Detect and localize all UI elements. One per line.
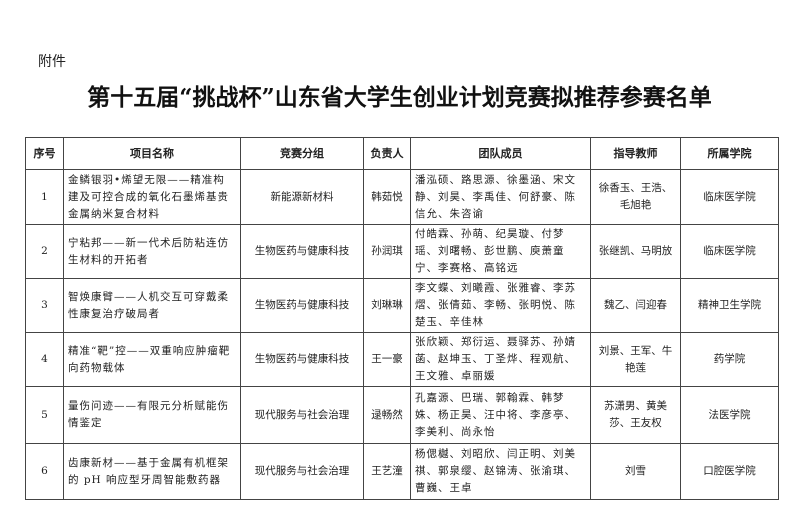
competition-group: 生物医药与健康科技: [240, 278, 364, 333]
competition-group: 新能源新材料: [240, 169, 364, 225]
college: 临床医学院: [680, 224, 779, 279]
header-advisors: 指导教师: [590, 137, 681, 170]
table-header-row: 序号 项目名称 竞赛分组 负责人 团队成员 指导教师 所属学院: [25, 137, 779, 170]
college: 药学院: [680, 332, 779, 387]
team-members: 潘泓硕、路思源、徐墨涵、宋文静、刘昊、李禹佳、何舒豪、陈信允、朱咨谕: [410, 169, 591, 225]
table-row: 1 金鳞银羽•烯望无限——精准构建及可控合成的氧化石墨烯基贵金属纳米复合材料 新能源…: [25, 169, 779, 225]
competition-group: 生物医药与健康科技: [240, 224, 364, 279]
advisors: 徐香玉、王浩、毛旭艳: [590, 169, 681, 225]
project-name: 精准“靶”控——双重响应肿瘤靶向药物载体: [63, 332, 241, 387]
header-no: 序号: [25, 137, 64, 170]
team-members: 张欣颖、郑衍运、聂驿苏、孙婧菡、赵坤玉、丁圣烨、程观航、王文雅、卓丽媛: [410, 332, 591, 387]
advisors: 魏乙、闫迎春: [590, 278, 681, 333]
team-members: 付皓霖、孙萌、纪昊璇、付梦瑶、刘曙畅、彭世鹏、庾萧童宁、李赛格、高铭远: [410, 224, 591, 279]
table-row: 3 智焕康臂——人机交互可穿戴柔性康复治疗破局者 生物医药与健康科技 刘琳琳 李文蝶、刘…: [25, 278, 779, 333]
page-title: 第十五届“挑战杯”山东省大学生创业计划竞赛拟推荐参赛名单: [87, 84, 712, 111]
row-number: 6: [25, 443, 64, 500]
leader-name: 逯畅然: [363, 386, 411, 444]
team-members: 杨偲樾、刘昭欣、闫正明、刘美祺、郭泉缨、赵锦涛、张渝琪、曹巍、王卓: [410, 443, 591, 500]
competition-group: 现代服务与社会治理: [240, 386, 364, 444]
advisors: 苏潇男、黄美莎、王友权: [590, 386, 681, 444]
leader-name: 韩茹悦: [363, 169, 411, 225]
project-name: 量伤问迹——有限元分析赋能伤情鉴定: [63, 386, 241, 444]
row-number: 5: [25, 386, 64, 444]
recommendation-table: 序号 项目名称 竞赛分组 负责人 团队成员 指导教师 所属学院 1 金鳞银羽•烯望…: [25, 137, 779, 500]
team-members: 李文蝶、刘曦霞、张雅睿、李苏熠、张倩茹、李畅、张明悦、陈楚玉、辛佳林: [410, 278, 591, 333]
leader-name: 王一豪: [363, 332, 411, 387]
competition-group: 生物医药与健康科技: [240, 332, 364, 387]
row-number: 2: [25, 224, 64, 279]
advisors: 刘雪: [590, 443, 681, 500]
header-college: 所属学院: [680, 137, 779, 170]
header-leader: 负责人: [363, 137, 411, 170]
advisors: 张继凯、马明放: [590, 224, 681, 279]
table-row: 5 量伤问迹——有限元分析赋能伤情鉴定 现代服务与社会治理 逯畅然 孔嘉源、巴瑞、郭翰霖…: [25, 386, 779, 444]
table-row: 4 精准“靶”控——双重响应肿瘤靶向药物载体 生物医药与健康科技 王一豪 张欣颖、郑衍运…: [25, 332, 779, 387]
header-group: 竞赛分组: [240, 137, 364, 170]
table-row: 2 宁粘邦——新一代术后防粘连仿生材料的开拓者 生物医药与健康科技 孙润琪 付皓霖、孙萌…: [25, 224, 779, 279]
college: 口腔医学院: [680, 443, 779, 500]
advisors: 刘景、王军、牛艳莲: [590, 332, 681, 387]
project-name: 金鳞银羽•烯望无限——精准构建及可控合成的氧化石墨烯基贵金属纳米复合材料: [63, 169, 241, 225]
project-name: 齿康新材——基于金属有机框架的 pH 响应型牙周智能敷药器: [63, 443, 241, 500]
header-project: 项目名称: [63, 137, 241, 170]
row-number: 1: [25, 169, 64, 225]
table-row: 6 齿康新材——基于金属有机框架的 pH 响应型牙周智能敷药器 现代服务与社会治理王…: [25, 443, 779, 500]
college: 临床医学院: [680, 169, 779, 225]
college: 法医学院: [680, 386, 779, 444]
leader-name: 刘琳琳: [363, 278, 411, 333]
project-name: 智焕康臂——人机交互可穿戴柔性康复治疗破局者: [63, 278, 241, 333]
college: 精神卫生学院: [680, 278, 779, 333]
header-members: 团队成员: [410, 137, 591, 170]
attachment-label: 附件: [38, 54, 66, 70]
leader-name: 王艺潼: [363, 443, 411, 500]
team-members: 孔嘉源、巴瑞、郭翰霖、韩梦姝、杨正昊、汪中将、李彦亭、李美利、尚永怡: [410, 386, 591, 444]
project-name: 宁粘邦——新一代术后防粘连仿生材料的开拓者: [63, 224, 241, 279]
leader-name: 孙润琪: [363, 224, 411, 279]
row-number: 3: [25, 278, 64, 333]
row-number: 4: [25, 332, 64, 387]
competition-group: 现代服务与社会治理: [240, 443, 364, 500]
